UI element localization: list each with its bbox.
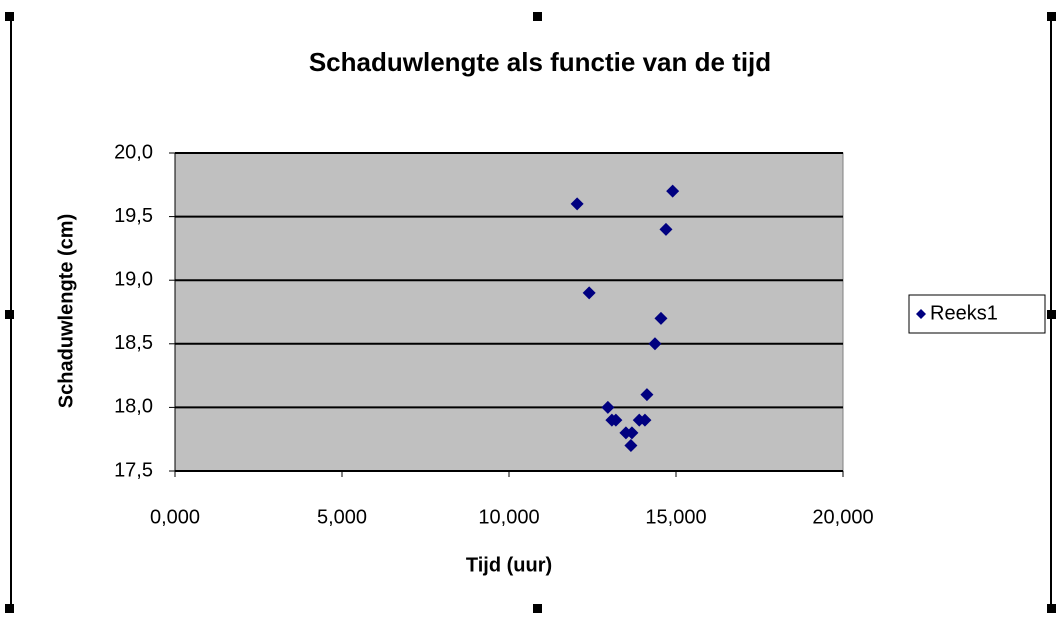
legend-box bbox=[908, 294, 1046, 334]
chart-title: Schaduwlengte als functie van de tijd bbox=[309, 47, 771, 77]
point bbox=[570, 197, 584, 211]
x-tick-label: 5,000 bbox=[317, 506, 367, 528]
point bbox=[582, 286, 596, 300]
legend-marker bbox=[916, 309, 926, 319]
point bbox=[625, 426, 639, 440]
point bbox=[624, 439, 638, 453]
point bbox=[654, 311, 668, 325]
y-axis-title: Schaduwlengte (cm) bbox=[55, 214, 77, 408]
x-axis-title: Tijd (uur) bbox=[466, 554, 552, 576]
y-tick-label: 18,5 bbox=[114, 332, 153, 354]
y-tick-label: 19,5 bbox=[114, 205, 153, 227]
point bbox=[638, 413, 652, 427]
x-tick-label: 10,000 bbox=[478, 506, 539, 528]
point bbox=[640, 388, 654, 402]
y-tick-label: 17,5 bbox=[114, 459, 153, 481]
point bbox=[648, 337, 662, 351]
point bbox=[609, 413, 623, 427]
x-tick-label: 20,000 bbox=[812, 506, 873, 528]
y-tick-label: 20,0 bbox=[114, 141, 153, 163]
point bbox=[659, 222, 673, 236]
point bbox=[601, 400, 615, 414]
x-tick-label: 15,000 bbox=[645, 506, 706, 528]
x-tick-label: 0,000 bbox=[150, 506, 200, 528]
plot-area bbox=[174, 152, 844, 472]
point bbox=[666, 184, 680, 198]
y-tick-label: 19,0 bbox=[114, 268, 153, 290]
y-tick-label: 18,0 bbox=[114, 396, 153, 418]
legend-label: Reeks1 bbox=[930, 302, 998, 324]
selection-handles bbox=[5, 12, 1056, 613]
